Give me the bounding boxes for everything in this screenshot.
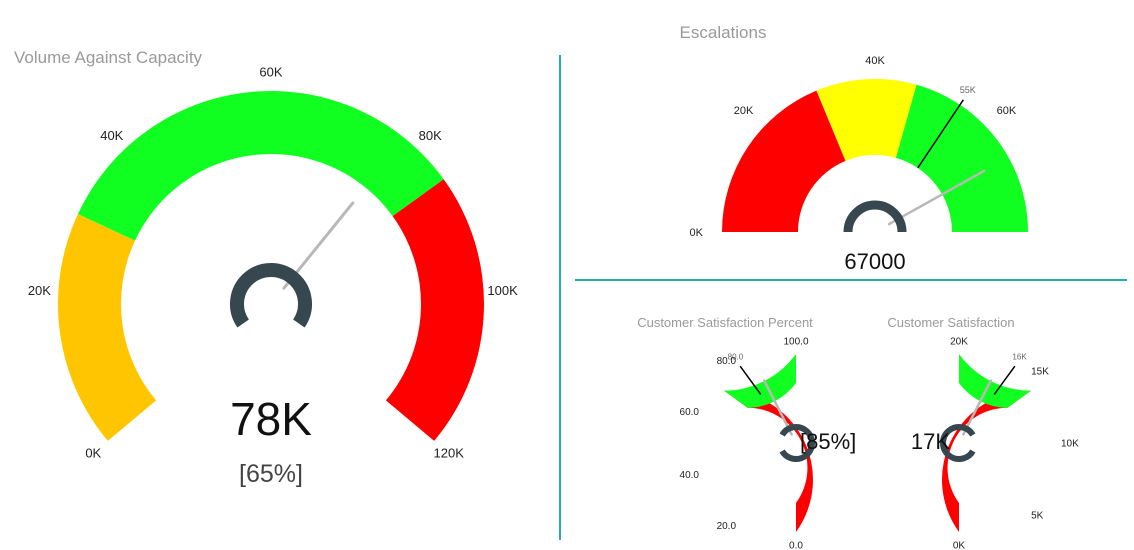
gauge-tick-label: 0K <box>690 227 704 239</box>
gauge-bands <box>722 79 1028 233</box>
gauge-hub-ring <box>843 200 907 233</box>
gauge-tick-label: 60.0 <box>680 407 700 418</box>
gauge-tick-labels: 0.0 20.0 40.0 60.0 80.0 100.0 <box>680 337 809 550</box>
gauge-bands <box>58 90 484 441</box>
gauge-band-1 <box>77 90 444 241</box>
gauge-needle-line <box>762 379 793 436</box>
gauge-tick-label: 120K <box>434 446 465 461</box>
gauge-tick-label: 5K <box>1031 511 1044 522</box>
gauge-value-label: 67000 <box>844 249 905 274</box>
gauge-band-1 <box>959 354 1032 408</box>
gauge-tick-label: 10K <box>1061 439 1079 450</box>
gauge-title: Volume Against Capacity <box>14 48 203 67</box>
gauge-band-1 <box>723 354 796 408</box>
gauge-tick-label: 20K <box>28 283 51 298</box>
gauge-tick-label: 0K <box>953 541 966 550</box>
gauge-volume-against-capacity[interactable]: Volume Against Capacity 0K 20K 40K 60K 80K 10… <box>14 48 518 488</box>
gauge-target-marker: 55K <box>917 85 976 169</box>
gauge-band-1 <box>816 79 917 161</box>
gauge-target-marker: 80.0 <box>728 353 762 395</box>
gauge-tick-label: 0K <box>85 446 101 461</box>
gauge-target-marker: 16K <box>993 353 1027 395</box>
gauge-tick-label: 100K <box>487 283 518 298</box>
gauge-tick-labels: 0K 20K 40K 60K <box>690 55 1017 239</box>
gauge-band-2 <box>895 84 1028 232</box>
gauge-title: Customer Satisfaction Percent <box>637 315 813 330</box>
gauge-target-line <box>917 99 964 169</box>
gauge-tick-label: 20K <box>950 337 968 348</box>
gauge-title: Customer Satisfaction <box>887 315 1014 330</box>
gauge-needle-line <box>887 169 986 226</box>
gauge-tick-label: 80.0 <box>717 356 737 367</box>
gauge-tick-label: 40K <box>100 128 123 143</box>
gauge-escalations[interactable]: Escalations 55K 0K 20K 40K 60K 67000 <box>680 23 1028 274</box>
gauge-hub-ring <box>230 263 312 328</box>
gauge-needle <box>962 379 993 436</box>
gauge-customer-satisfaction[interactable]: Customer Satisfaction 16K 0K5K10K15K20K … <box>887 315 1079 550</box>
gauge-percent-label: [65%] <box>239 460 303 488</box>
gauge-hub <box>779 424 815 462</box>
gauge-tick-labels: 0K 20K 40K 60K 80K 100K 120K <box>28 65 518 461</box>
gauge-value-label: 78K <box>230 393 312 445</box>
gauge-hub-ring <box>940 424 976 462</box>
gauge-needle-line <box>962 379 993 436</box>
gauge-needle <box>762 379 793 436</box>
gauge-tick-labels: 0K 5K 10K 15K 20K <box>950 337 1079 550</box>
gauge-tick-label: 40K <box>865 55 885 67</box>
gauge-tick-label: 20K <box>734 105 754 117</box>
gauge-tick-label: 60K <box>997 105 1017 117</box>
gauge-title: Escalations <box>680 23 767 42</box>
gauge-target-line <box>739 365 762 395</box>
gauge-bands <box>942 354 1032 532</box>
gauge-value-label: 17K <box>911 429 950 454</box>
gauge-tick-label: 40.0 <box>680 470 700 481</box>
gauge-customer-satisfaction-percent[interactable]: Customer Satisfaction Percent 80.0 0.0 20… <box>637 315 856 550</box>
gauge-tick-label: 60K <box>259 65 282 80</box>
gauge-band-2 <box>385 179 484 441</box>
gauge-value-label: [85%] <box>800 429 856 454</box>
gauge-hub <box>230 263 312 328</box>
gauge-band-0 <box>58 213 157 441</box>
gauge-tick-label: 20.0 <box>717 521 737 532</box>
gauge-target-label: 55K <box>960 85 976 95</box>
gauge-hub-ring <box>779 424 815 462</box>
gauge-band-0 <box>722 90 846 233</box>
gauge-hub <box>843 200 907 233</box>
gauge-target-label: 80.0 <box>728 353 744 362</box>
gauge-tick-label: 15K <box>1031 366 1049 377</box>
gauge-target-label: 16K <box>1012 353 1027 362</box>
gauge-hub <box>940 424 976 462</box>
gauge-tick-label: 0.0 <box>789 541 803 550</box>
gauge-needle <box>887 169 986 226</box>
gauge-tick-label: 80K <box>419 128 442 143</box>
gauge-tick-label: 100.0 <box>783 337 808 348</box>
gauge-target-line <box>993 365 1016 395</box>
